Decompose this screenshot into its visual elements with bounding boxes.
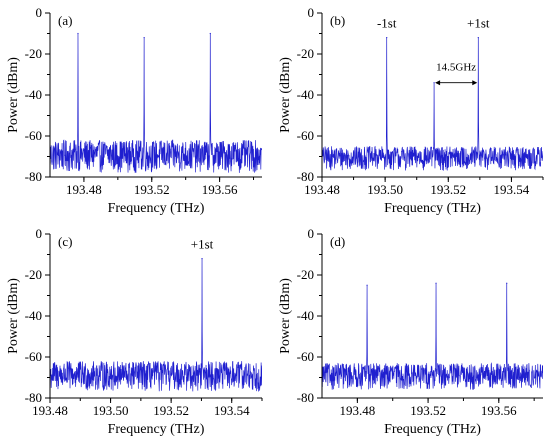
x-tick-label: 193.52: [430, 182, 466, 197]
y-tick-label: -80: [25, 169, 42, 184]
arrow-left-icon: [435, 80, 441, 86]
y-tick-label: -60: [297, 128, 314, 143]
peak-point-2: [143, 37, 145, 39]
peak-point-1: [366, 284, 368, 286]
peak-point-2: [435, 282, 437, 284]
y-tick-label: -60: [297, 349, 314, 364]
y-tick-label: 0: [36, 5, 43, 20]
y-tick-label: 0: [308, 226, 315, 241]
x-tick-label: 193.50: [367, 182, 403, 197]
y-tick-label: -20: [297, 267, 314, 282]
y-axis-title: Power (dBm): [278, 278, 293, 354]
y-axis-title: Power (dBm): [6, 57, 21, 133]
x-tick-label: 193.56: [202, 182, 238, 197]
x-tick-label: 193.48: [339, 403, 375, 418]
x-axis-title: Frequency (THz): [108, 422, 205, 437]
panel-label: (a): [58, 13, 72, 28]
y-axis-title: Power (dBm): [278, 57, 293, 133]
peak-point-1: [386, 37, 388, 39]
x-tick-label: 193.48: [304, 182, 340, 197]
x-tick-label: 193.48: [32, 403, 68, 418]
spectrum-trace: [322, 283, 543, 390]
panel-a: 0 -20 -40 -60 -80 193.48 193.52 193.56 Frequency…: [6, 5, 262, 216]
x-tick-label: 193.48: [66, 182, 102, 197]
peak-point-3: [209, 32, 211, 35]
y-tick-label: -40: [25, 308, 42, 323]
peak-point-1: [77, 32, 79, 35]
peak-point-1: [201, 258, 203, 260]
panel-label: (b): [330, 13, 345, 28]
y-axis-title: Power (dBm): [6, 278, 21, 354]
peak-point-3: [477, 37, 479, 39]
spectrum-trace: [322, 37, 543, 171]
y-tick-label: -80: [25, 390, 42, 405]
x-tick-label: 193.52: [153, 403, 189, 418]
panel-label: (c): [58, 234, 72, 249]
y-tick-label: 0: [308, 5, 315, 20]
peak-point-2: [433, 82, 435, 84]
x-axis-title: Frequency (THz): [384, 201, 481, 216]
x-tick-label: 193.52: [410, 403, 446, 418]
y-tick-label: -40: [25, 87, 42, 102]
y-tick-label: -40: [297, 308, 314, 323]
x-tick-label: 193.56: [481, 403, 517, 418]
x-axis-title: Frequency (THz): [108, 201, 205, 216]
x-axis-title: Frequency (THz): [384, 422, 481, 437]
y-tick-label: -40: [297, 87, 314, 102]
x-tick-label: 193.50: [93, 403, 129, 418]
y-tick-label: -20: [25, 46, 42, 61]
x-tick-label: 193.52: [134, 182, 170, 197]
annotation-label: 14.5GHz: [436, 61, 476, 73]
x-tick-label: 193.54: [214, 403, 250, 418]
y-tick-label: 0: [36, 226, 43, 241]
y-tick-label: -20: [25, 267, 42, 282]
y-tick-label: -60: [25, 128, 42, 143]
annotation-label: +1st: [191, 236, 214, 251]
peak-point-3: [506, 282, 508, 284]
x-tick-label: 193.54: [494, 182, 530, 197]
arrow-right-icon: [472, 80, 478, 86]
y-tick-label: -60: [25, 349, 42, 364]
panel-label: (d): [330, 234, 345, 249]
spectrum-trace: [50, 258, 262, 392]
y-tick-label: -80: [297, 390, 314, 405]
y-tick-label: -20: [297, 46, 314, 61]
panel-d: 0 -20 -40 -60 -80 193.48 193.52 193.56Frequency…: [278, 226, 543, 437]
spectrum-trace: [50, 33, 262, 173]
annotation-label: +1st: [467, 15, 490, 30]
annotation-label: -1st: [377, 15, 397, 30]
y-tick-label: -80: [297, 169, 314, 184]
